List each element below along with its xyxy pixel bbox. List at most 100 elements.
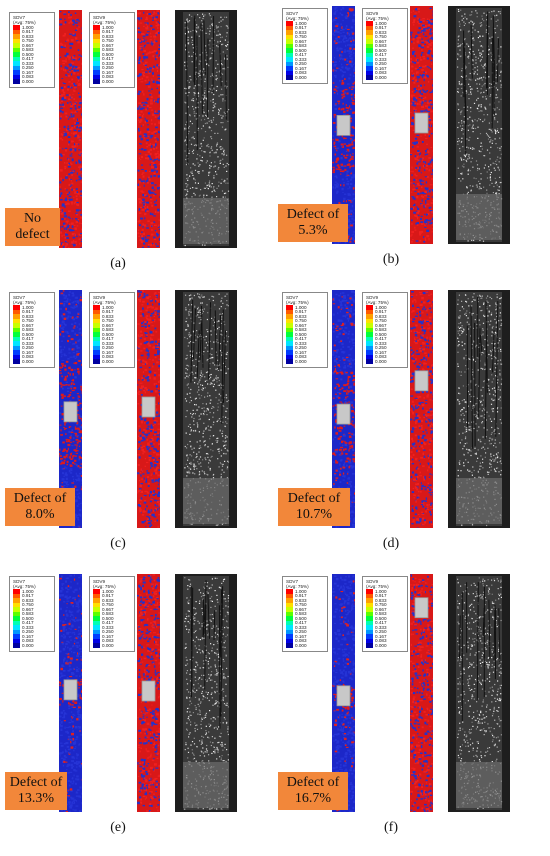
legend-row: 0.000 — [286, 359, 325, 364]
legend-value: 0.417 — [295, 620, 307, 626]
legend-row: 0.167 — [286, 634, 325, 639]
legend-value: 0.667 — [295, 322, 307, 328]
legend-swatch — [13, 332, 20, 337]
sdv9-contour — [410, 574, 433, 812]
legend-value: 0.417 — [375, 52, 387, 58]
legend-avg: (Avg: 75%) — [13, 20, 36, 25]
legend-value: 0.750 — [295, 34, 307, 40]
legend-row: 0.333 — [13, 625, 52, 630]
legend-value: 0.083 — [102, 74, 114, 80]
legend-value: 0.167 — [295, 65, 307, 71]
legend-value: 0.500 — [102, 51, 114, 57]
legend-swatch — [93, 61, 100, 66]
legend-value: 0.250 — [295, 629, 307, 635]
legend-swatch — [93, 354, 100, 359]
legend-row: 1.000 — [13, 25, 52, 30]
legend-swatch — [13, 336, 20, 341]
legend-row: 1.000 — [366, 21, 405, 26]
legend-value: 0.417 — [295, 336, 307, 342]
panel-caption: (b) — [382, 252, 400, 267]
legend-value: 0.500 — [375, 615, 387, 621]
legend-swatch — [286, 638, 293, 643]
legend-value: 0.833 — [102, 313, 114, 319]
legend-value: 0.667 — [295, 38, 307, 44]
panel-a: SDV7 (Avg: 75%) 1.000 0.917 0.833 0.750 0.667 0… — [5, 8, 265, 271]
legend-swatch — [13, 602, 20, 607]
legend-value: 0.417 — [375, 620, 387, 626]
legend-value: 0.167 — [102, 349, 114, 355]
legend-swatch — [93, 611, 100, 616]
legend-row: 0.750 — [366, 602, 405, 607]
legend-row: 0.583 — [93, 47, 132, 52]
legend-swatch — [93, 634, 100, 639]
legend-row: 0.667 — [366, 39, 405, 44]
legend-row: 0.667 — [93, 43, 132, 48]
legend-row: 0.167 — [13, 70, 52, 75]
legend-value: 1.000 — [22, 588, 34, 594]
legend-sdv7: SDV7 (Avg: 75%) 1.000 0.917 0.833 0.750 0.667 0… — [282, 576, 328, 652]
legend-avg: (Avg: 75%) — [93, 300, 116, 305]
legend-value: 0.417 — [22, 336, 34, 342]
legend-swatch — [366, 75, 373, 80]
legend-value: 0.083 — [295, 638, 307, 644]
legend-swatch — [366, 607, 373, 612]
legend-swatch — [366, 39, 373, 44]
legend-swatch — [93, 629, 100, 634]
legend-swatch — [13, 323, 20, 328]
legend-value: 0.250 — [375, 61, 387, 67]
legend-swatch — [13, 314, 20, 319]
legend-swatch — [286, 323, 293, 328]
legend-value: 0.250 — [102, 65, 114, 71]
legend-row: 0.083 — [93, 74, 132, 80]
legend-row: 1.000 — [93, 25, 132, 30]
legend-value: 0.917 — [102, 593, 114, 599]
legend-value: 0.583 — [22, 47, 34, 53]
legend-row: 0.083 — [13, 638, 52, 643]
legend-swatch — [286, 620, 293, 625]
legend-swatch — [366, 318, 373, 323]
defect-label: Defect of 5.3% — [278, 204, 348, 242]
legend-row: 0.750 — [366, 318, 405, 323]
legend-value: 0.000 — [102, 358, 114, 364]
legend-row: 0.250 — [286, 61, 325, 66]
legend-swatch — [13, 74, 20, 79]
legend-row: 0.667 — [13, 323, 52, 328]
legend-value: 0.417 — [102, 336, 114, 342]
legend-value: 0.417 — [22, 56, 34, 62]
legend-swatch — [93, 309, 100, 314]
legend-value: 0.417 — [375, 336, 387, 342]
legend-row: 0.500 — [13, 332, 52, 337]
legend-row: 0.417 — [366, 336, 405, 342]
legend-swatch — [93, 43, 100, 48]
legend-swatch — [286, 75, 293, 80]
defect-patch — [336, 685, 351, 707]
legend-row: 0.000 — [93, 79, 132, 84]
legend-row: 0.333 — [286, 341, 325, 346]
legend-swatch — [286, 66, 293, 71]
legend-sdv9: SDV9 (Avg: 75%) 1.000 0.917 0.833 0.750 0.667 0… — [89, 576, 135, 652]
legend-sdv7: SDV7 (Avg: 75%) 1.000 0.917 0.833 0.750 0.667 0… — [9, 12, 55, 88]
legend-swatch — [93, 323, 100, 328]
legend-value: 0.833 — [295, 597, 307, 603]
legend-value: 0.167 — [295, 633, 307, 639]
legend-value: 0.917 — [375, 593, 387, 599]
legend-swatch — [13, 620, 20, 625]
legend-value: 0.500 — [102, 615, 114, 621]
legend-value: 0.750 — [22, 602, 34, 608]
legend-value: 0.833 — [22, 597, 34, 603]
legend-swatch — [93, 620, 100, 625]
legend-row: 0.333 — [93, 341, 132, 346]
legend-row: 0.917 — [286, 309, 325, 314]
legend-variable: SDV7 — [286, 11, 299, 16]
legend-swatch — [93, 327, 100, 332]
legend-swatch — [286, 309, 293, 314]
legend-row: 0.500 — [93, 52, 132, 57]
legend-sdv9: SDV9 (Avg: 75%) 1.000 0.917 0.833 0.750 0.667 0… — [362, 8, 408, 84]
legend-row: 0.500 — [286, 616, 325, 621]
specimen-photo — [448, 574, 510, 812]
legend-swatch — [286, 589, 293, 594]
legend-variable: SDV7 — [13, 579, 26, 584]
legend-value: 0.667 — [22, 42, 34, 48]
legend-avg: (Avg: 75%) — [13, 584, 36, 589]
legend-value: 0.083 — [295, 70, 307, 76]
